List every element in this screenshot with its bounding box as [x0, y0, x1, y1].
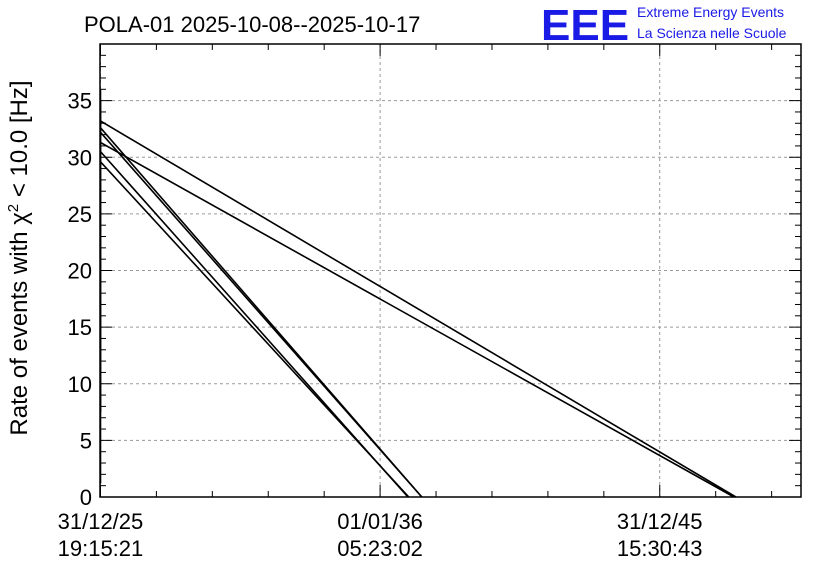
series-line	[99, 131, 423, 498]
series-layer	[99, 89, 737, 498]
y-tick-label: 30	[68, 145, 92, 170]
x-tick-label-time: 19:15:21	[58, 536, 144, 561]
x-tick-label-date: 31/12/45	[617, 509, 703, 534]
y-tick-label: 25	[68, 202, 92, 227]
y-tick-label: 15	[68, 315, 92, 340]
y-axis-title-superscript: 2	[5, 204, 22, 212]
y-tick-label: 35	[68, 89, 92, 114]
y-tick-label: 0	[80, 485, 92, 510]
eee-logo: EEE Extreme Energy Events La Scienza nel…	[541, 1, 787, 50]
y-tick-label: 10	[68, 372, 92, 397]
chart-title: POLA-01 2025-10-08--2025-10-17	[84, 12, 420, 37]
series-line	[99, 161, 410, 498]
x-tick-label-time: 05:23:02	[337, 536, 423, 561]
y-axis-title-suffix: < 10.0 [Hz]	[6, 80, 33, 203]
series-line	[100, 141, 735, 498]
series-line	[100, 120, 737, 498]
y-axis-title: Rate of events with χ2 < 10.0 [Hz]	[5, 80, 33, 435]
x-tick-label-time: 15:30:43	[617, 536, 703, 561]
y-axis-title-prefix: Rate of events with χ	[6, 212, 33, 436]
x-tick-label-date: 01/01/36	[337, 509, 423, 534]
grid	[99, 44, 801, 497]
logo-line-1: Extreme Energy Events	[637, 4, 784, 20]
logo-mark: EEE	[541, 1, 629, 50]
logo-line-2: La Scienza nelle Scuole	[637, 25, 787, 41]
y-tick-label: 20	[68, 259, 92, 284]
y-tick-label: 5	[80, 428, 92, 453]
x-tick-label-date: 31/12/25	[58, 509, 144, 534]
